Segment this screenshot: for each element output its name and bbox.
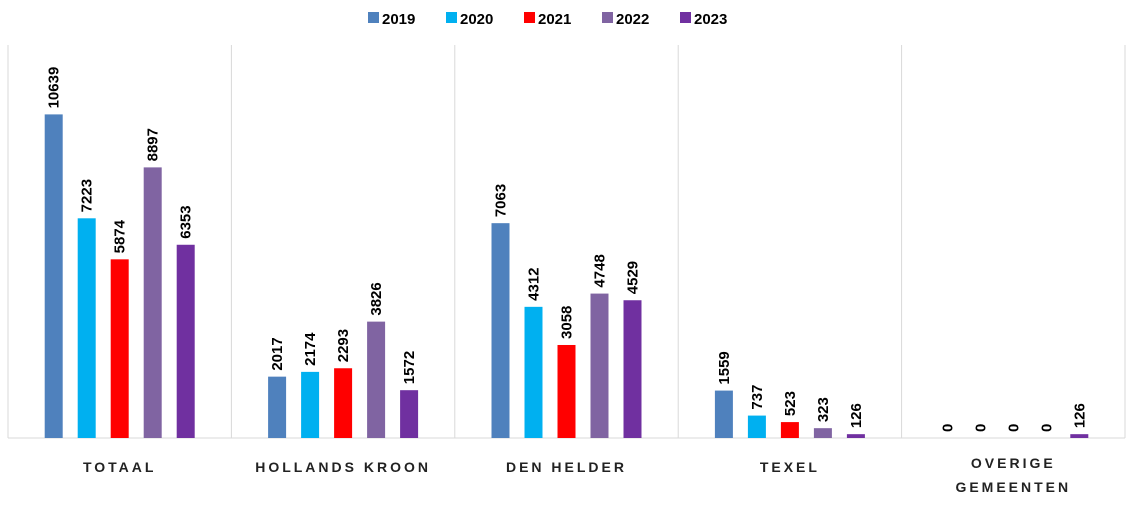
legend-swatch xyxy=(524,12,535,23)
data-label: 737 xyxy=(749,385,766,410)
bar xyxy=(846,434,865,438)
data-label: 3058 xyxy=(559,306,576,339)
data-label: 126 xyxy=(1071,403,1088,428)
data-label: 10639 xyxy=(46,67,63,109)
legend-swatch xyxy=(446,12,457,23)
bar xyxy=(176,244,195,438)
data-label: 7063 xyxy=(493,184,510,217)
x-tick-label: TOTAAL xyxy=(83,459,156,475)
data-label: 2293 xyxy=(335,329,352,362)
bar xyxy=(623,300,642,438)
data-label: 323 xyxy=(815,397,832,422)
data-label: 3826 xyxy=(368,282,385,315)
legend-swatch xyxy=(368,12,379,23)
legend-label: 2021 xyxy=(538,11,571,28)
bar xyxy=(44,114,63,438)
legend-label: 2023 xyxy=(694,11,727,28)
bar xyxy=(334,368,353,438)
bar xyxy=(524,306,543,438)
bar xyxy=(780,422,799,438)
data-label: 5874 xyxy=(112,219,129,253)
data-label: 1572 xyxy=(401,351,418,384)
data-label: 8897 xyxy=(145,128,162,161)
legend-label: 2022 xyxy=(616,11,649,28)
x-tick-label: HOLLANDS KROON xyxy=(255,459,431,475)
data-label: 4312 xyxy=(526,267,543,300)
data-label: 6353 xyxy=(178,205,195,238)
legend-swatch xyxy=(602,12,613,23)
data-label: 4748 xyxy=(592,254,609,287)
bar xyxy=(77,218,96,438)
legend-label: 2019 xyxy=(382,11,415,28)
bar xyxy=(590,293,609,438)
x-tick-label: DEN HELDER xyxy=(506,459,627,475)
legend-label: 2020 xyxy=(460,11,493,28)
data-label: 0 xyxy=(972,424,989,432)
bar xyxy=(1070,434,1089,438)
bar xyxy=(268,376,287,438)
legend-swatch xyxy=(680,12,691,23)
bar xyxy=(557,344,576,438)
data-label: 2017 xyxy=(269,337,286,370)
x-tick-label: TEXEL xyxy=(760,459,820,475)
bar xyxy=(813,428,832,438)
data-label: 0 xyxy=(1038,424,1055,432)
bar xyxy=(747,415,766,438)
data-label: 0 xyxy=(939,424,956,432)
x-tick-label: OVERIGE GEMEENTEN xyxy=(955,455,1071,495)
data-label: 126 xyxy=(848,403,865,428)
data-label: 4529 xyxy=(625,261,642,294)
data-label: 523 xyxy=(782,391,799,416)
bar xyxy=(301,371,320,438)
bar xyxy=(143,167,162,438)
data-label: 1559 xyxy=(716,351,733,384)
bar xyxy=(491,223,510,438)
data-label: 0 xyxy=(1005,424,1022,432)
bar xyxy=(110,259,129,438)
data-label: 2174 xyxy=(302,332,319,366)
bar xyxy=(367,321,386,438)
bar xyxy=(400,390,419,438)
bar xyxy=(714,390,733,438)
data-label: 7223 xyxy=(79,179,96,212)
